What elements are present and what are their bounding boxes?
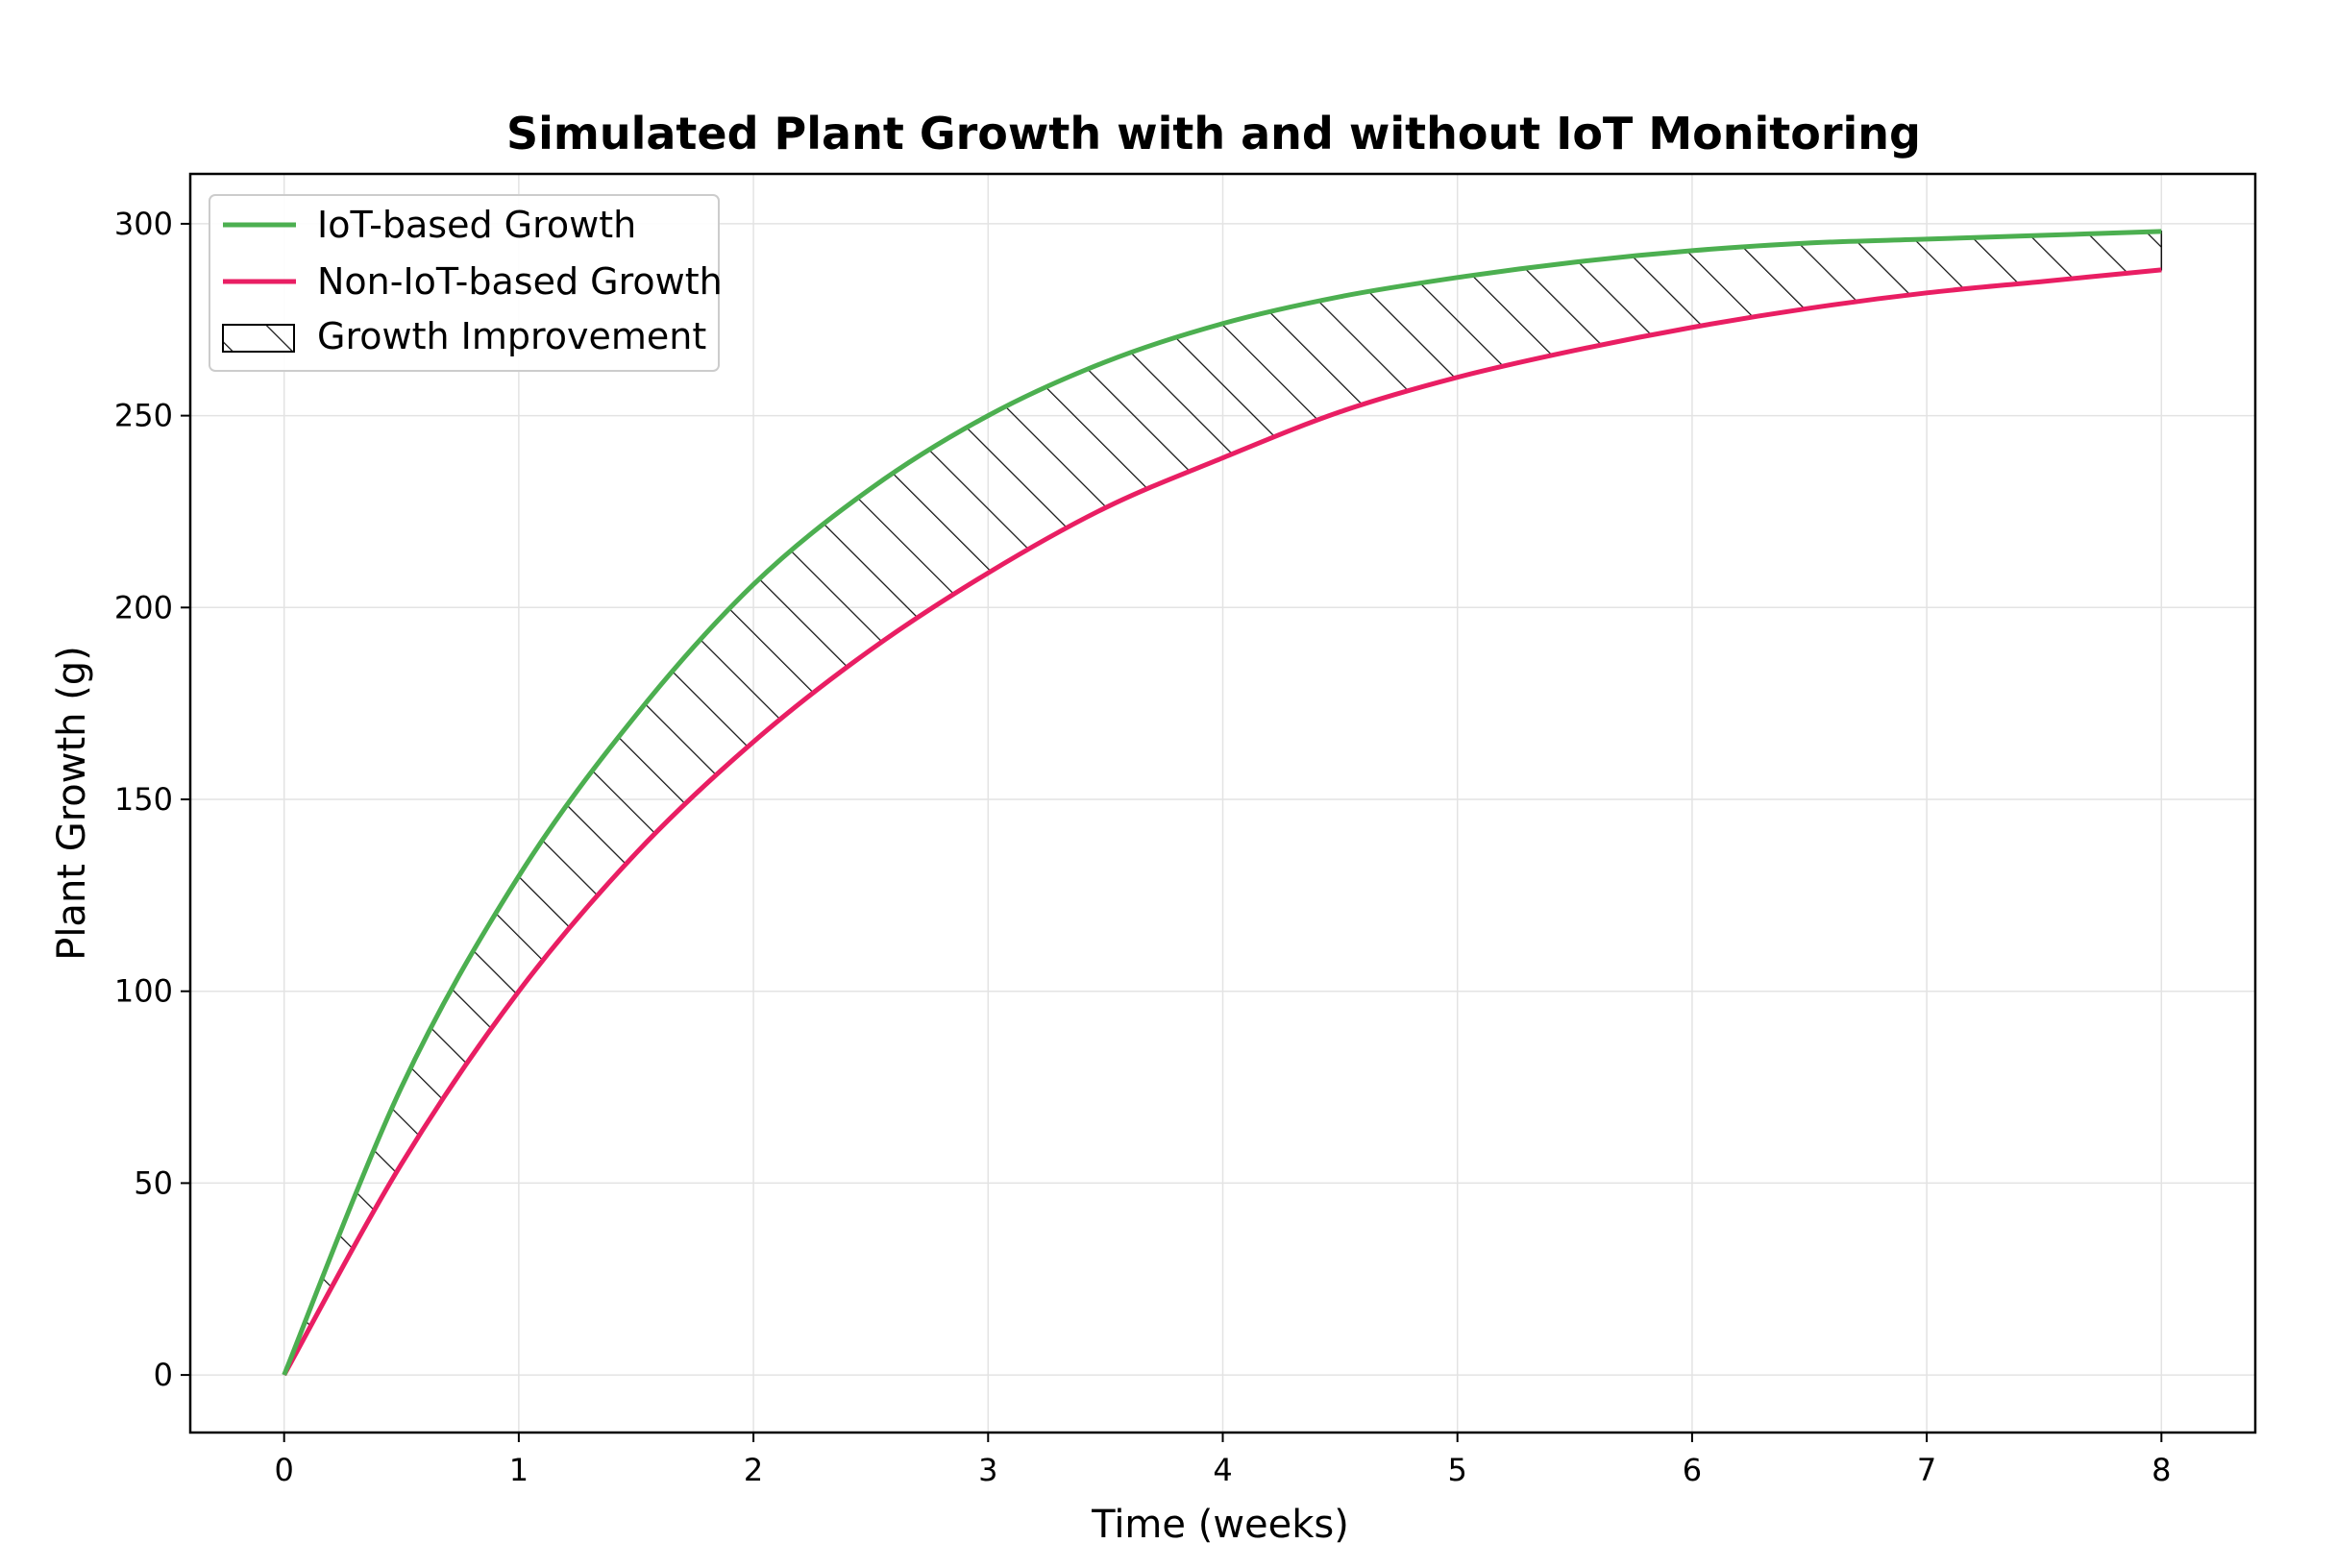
x-tick-label: 0: [275, 1452, 294, 1488]
legend-label-iot: IoT-based Growth: [317, 204, 636, 246]
y-tick-label: 150: [114, 781, 173, 818]
legend: IoT-based Growth Non-IoT-based Growth Gr…: [209, 194, 723, 372]
y-tick-label: 50: [134, 1164, 173, 1201]
x-tick-label: 6: [1683, 1452, 1702, 1488]
series-line-iot: [282, 229, 2162, 1377]
series-lines: [282, 229, 2162, 1377]
legend-label-improvement: Growth Improvement: [317, 315, 706, 357]
legend-swatch-improvement: [222, 324, 295, 353]
y-tick-label: 300: [114, 206, 173, 242]
x-axis-ticks: 0 1 2 3 4 5 6 7 8: [275, 1433, 2171, 1488]
y-tick-label: 200: [114, 589, 173, 625]
x-tick-label: 3: [978, 1452, 997, 1488]
x-tick-label: 4: [1213, 1452, 1232, 1488]
series-line-non-iot: [282, 267, 2162, 1377]
y-axis-label: Plant Growth (g): [50, 646, 94, 961]
y-axis-ticks: 0 50 100 150 200 250 300: [114, 206, 190, 1393]
x-tick-label: 7: [1917, 1452, 1936, 1488]
x-tick-label: 8: [2152, 1452, 2171, 1488]
x-tick-label: 2: [744, 1452, 763, 1488]
y-tick-label: 0: [154, 1357, 173, 1393]
y-tick-label: 250: [114, 398, 173, 434]
x-tick-label: 5: [1448, 1452, 1467, 1488]
x-tick-label: 1: [509, 1452, 529, 1488]
legend-box: [209, 194, 720, 372]
x-axis-label: Time (weeks): [1091, 1503, 1349, 1547]
y-tick-label: 100: [114, 973, 173, 1010]
chart-title: Simulated Plant Growth with and without …: [506, 108, 1921, 159]
legend-label-non-iot: Non-IoT-based Growth: [317, 260, 723, 303]
grid-lines: [190, 174, 2255, 1433]
